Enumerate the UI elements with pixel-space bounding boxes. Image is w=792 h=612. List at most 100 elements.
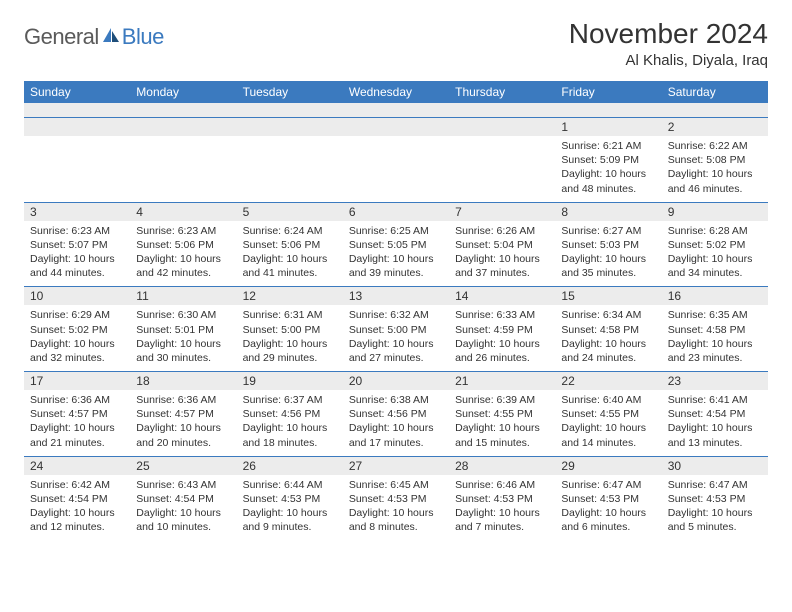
sunset-line: Sunset: 4:56 PM xyxy=(349,407,443,421)
sunrise-line: Sunrise: 6:47 AM xyxy=(561,478,655,492)
day-cell xyxy=(343,118,449,203)
day-details xyxy=(130,136,236,198)
day-cell: 10Sunrise: 6:29 AMSunset: 5:02 PMDayligh… xyxy=(24,287,130,372)
daylight-line: Daylight: 10 hours and 27 minutes. xyxy=(349,337,443,365)
sunrise-line: Sunrise: 6:27 AM xyxy=(561,224,655,238)
day-cell: 13Sunrise: 6:32 AMSunset: 5:00 PMDayligh… xyxy=(343,287,449,372)
sunrise-line: Sunrise: 6:39 AM xyxy=(455,393,549,407)
daylight-line: Daylight: 10 hours and 12 minutes. xyxy=(30,506,124,534)
day-cell: 4Sunrise: 6:23 AMSunset: 5:06 PMDaylight… xyxy=(130,202,236,287)
sunset-line: Sunset: 5:06 PM xyxy=(136,238,230,252)
daylight-line: Daylight: 10 hours and 26 minutes. xyxy=(455,337,549,365)
sunrise-line: Sunrise: 6:22 AM xyxy=(668,139,762,153)
day-details: Sunrise: 6:25 AMSunset: 5:05 PMDaylight:… xyxy=(343,221,449,287)
daylight-line: Daylight: 10 hours and 48 minutes. xyxy=(561,167,655,195)
day-number: 2 xyxy=(662,118,768,136)
day-details: Sunrise: 6:41 AMSunset: 4:54 PMDaylight:… xyxy=(662,390,768,456)
daylight-line: Daylight: 10 hours and 24 minutes. xyxy=(561,337,655,365)
sunset-line: Sunset: 5:08 PM xyxy=(668,153,762,167)
day-number: 30 xyxy=(662,457,768,475)
day-cell xyxy=(24,118,130,203)
day-cell: 6Sunrise: 6:25 AMSunset: 5:05 PMDaylight… xyxy=(343,202,449,287)
daylight-line: Daylight: 10 hours and 18 minutes. xyxy=(243,421,337,449)
calendar-page: General Blue November 2024 Al Khalis, Di… xyxy=(0,0,792,558)
day-number xyxy=(449,118,555,136)
sunset-line: Sunset: 5:04 PM xyxy=(455,238,549,252)
day-number: 21 xyxy=(449,372,555,390)
daylight-line: Daylight: 10 hours and 44 minutes. xyxy=(30,252,124,280)
day-details xyxy=(24,136,130,198)
weekday-header: Thursday xyxy=(449,81,555,103)
daylight-line: Daylight: 10 hours and 37 minutes. xyxy=(455,252,549,280)
day-details: Sunrise: 6:24 AMSunset: 5:06 PMDaylight:… xyxy=(237,221,343,287)
sunset-line: Sunset: 4:53 PM xyxy=(349,492,443,506)
daylight-line: Daylight: 10 hours and 39 minutes. xyxy=(349,252,443,280)
daylight-line: Daylight: 10 hours and 8 minutes. xyxy=(349,506,443,534)
day-details: Sunrise: 6:40 AMSunset: 4:55 PMDaylight:… xyxy=(555,390,661,456)
day-details: Sunrise: 6:47 AMSunset: 4:53 PMDaylight:… xyxy=(555,475,661,541)
sunrise-line: Sunrise: 6:34 AM xyxy=(561,308,655,322)
daylight-line: Daylight: 10 hours and 29 minutes. xyxy=(243,337,337,365)
sunset-line: Sunset: 4:59 PM xyxy=(455,323,549,337)
day-cell: 7Sunrise: 6:26 AMSunset: 5:04 PMDaylight… xyxy=(449,202,555,287)
sunrise-line: Sunrise: 6:38 AM xyxy=(349,393,443,407)
day-number: 15 xyxy=(555,287,661,305)
day-details: Sunrise: 6:21 AMSunset: 5:09 PMDaylight:… xyxy=(555,136,661,202)
page-header: General Blue November 2024 Al Khalis, Di… xyxy=(24,18,768,69)
sunrise-line: Sunrise: 6:24 AM xyxy=(243,224,337,238)
daylight-line: Daylight: 10 hours and 15 minutes. xyxy=(455,421,549,449)
day-details: Sunrise: 6:34 AMSunset: 4:58 PMDaylight:… xyxy=(555,305,661,371)
daylight-line: Daylight: 10 hours and 46 minutes. xyxy=(668,167,762,195)
day-details: Sunrise: 6:35 AMSunset: 4:58 PMDaylight:… xyxy=(662,305,768,371)
day-cell: 29Sunrise: 6:47 AMSunset: 4:53 PMDayligh… xyxy=(555,456,661,540)
daylight-line: Daylight: 10 hours and 10 minutes. xyxy=(136,506,230,534)
sunrise-line: Sunrise: 6:46 AM xyxy=(455,478,549,492)
day-number: 3 xyxy=(24,203,130,221)
sunrise-line: Sunrise: 6:29 AM xyxy=(30,308,124,322)
sunset-line: Sunset: 4:53 PM xyxy=(668,492,762,506)
sunrise-line: Sunrise: 6:26 AM xyxy=(455,224,549,238)
day-number: 5 xyxy=(237,203,343,221)
day-details: Sunrise: 6:23 AMSunset: 5:06 PMDaylight:… xyxy=(130,221,236,287)
weeks-table: 1Sunrise: 6:21 AMSunset: 5:09 PMDaylight… xyxy=(24,117,768,540)
day-details: Sunrise: 6:26 AMSunset: 5:04 PMDaylight:… xyxy=(449,221,555,287)
sunset-line: Sunset: 5:00 PM xyxy=(243,323,337,337)
daylight-line: Daylight: 10 hours and 23 minutes. xyxy=(668,337,762,365)
day-details: Sunrise: 6:43 AMSunset: 4:54 PMDaylight:… xyxy=(130,475,236,541)
day-details: Sunrise: 6:31 AMSunset: 5:00 PMDaylight:… xyxy=(237,305,343,371)
daynum-row: 24Sunrise: 6:42 AMSunset: 4:54 PMDayligh… xyxy=(24,456,768,540)
weekday-header: Sunday xyxy=(24,81,130,103)
daylight-line: Daylight: 10 hours and 9 minutes. xyxy=(243,506,337,534)
day-cell: 18Sunrise: 6:36 AMSunset: 4:57 PMDayligh… xyxy=(130,372,236,457)
day-number: 4 xyxy=(130,203,236,221)
sunrise-line: Sunrise: 6:45 AM xyxy=(349,478,443,492)
day-number: 13 xyxy=(343,287,449,305)
day-details: Sunrise: 6:22 AMSunset: 5:08 PMDaylight:… xyxy=(662,136,768,202)
sunset-line: Sunset: 5:09 PM xyxy=(561,153,655,167)
day-details: Sunrise: 6:33 AMSunset: 4:59 PMDaylight:… xyxy=(449,305,555,371)
day-number: 26 xyxy=(237,457,343,475)
sunrise-line: Sunrise: 6:47 AM xyxy=(668,478,762,492)
day-number: 1 xyxy=(555,118,661,136)
day-cell: 30Sunrise: 6:47 AMSunset: 4:53 PMDayligh… xyxy=(662,456,768,540)
sunrise-line: Sunrise: 6:43 AM xyxy=(136,478,230,492)
day-cell: 5Sunrise: 6:24 AMSunset: 5:06 PMDaylight… xyxy=(237,202,343,287)
day-details: Sunrise: 6:38 AMSunset: 4:56 PMDaylight:… xyxy=(343,390,449,456)
sunset-line: Sunset: 4:56 PM xyxy=(243,407,337,421)
day-cell xyxy=(449,118,555,203)
day-cell: 16Sunrise: 6:35 AMSunset: 4:58 PMDayligh… xyxy=(662,287,768,372)
day-details: Sunrise: 6:45 AMSunset: 4:53 PMDaylight:… xyxy=(343,475,449,541)
day-cell: 14Sunrise: 6:33 AMSunset: 4:59 PMDayligh… xyxy=(449,287,555,372)
sunrise-line: Sunrise: 6:36 AM xyxy=(136,393,230,407)
sail-icon xyxy=(101,26,121,49)
brand-logo: General Blue xyxy=(24,24,164,50)
sunrise-line: Sunrise: 6:25 AM xyxy=(349,224,443,238)
daylight-line: Daylight: 10 hours and 30 minutes. xyxy=(136,337,230,365)
day-number xyxy=(130,118,236,136)
sunset-line: Sunset: 5:05 PM xyxy=(349,238,443,252)
sunset-line: Sunset: 4:53 PM xyxy=(561,492,655,506)
sunset-line: Sunset: 5:02 PM xyxy=(668,238,762,252)
day-cell: 2Sunrise: 6:22 AMSunset: 5:08 PMDaylight… xyxy=(662,118,768,203)
sunset-line: Sunset: 5:07 PM xyxy=(30,238,124,252)
daylight-line: Daylight: 10 hours and 20 minutes. xyxy=(136,421,230,449)
